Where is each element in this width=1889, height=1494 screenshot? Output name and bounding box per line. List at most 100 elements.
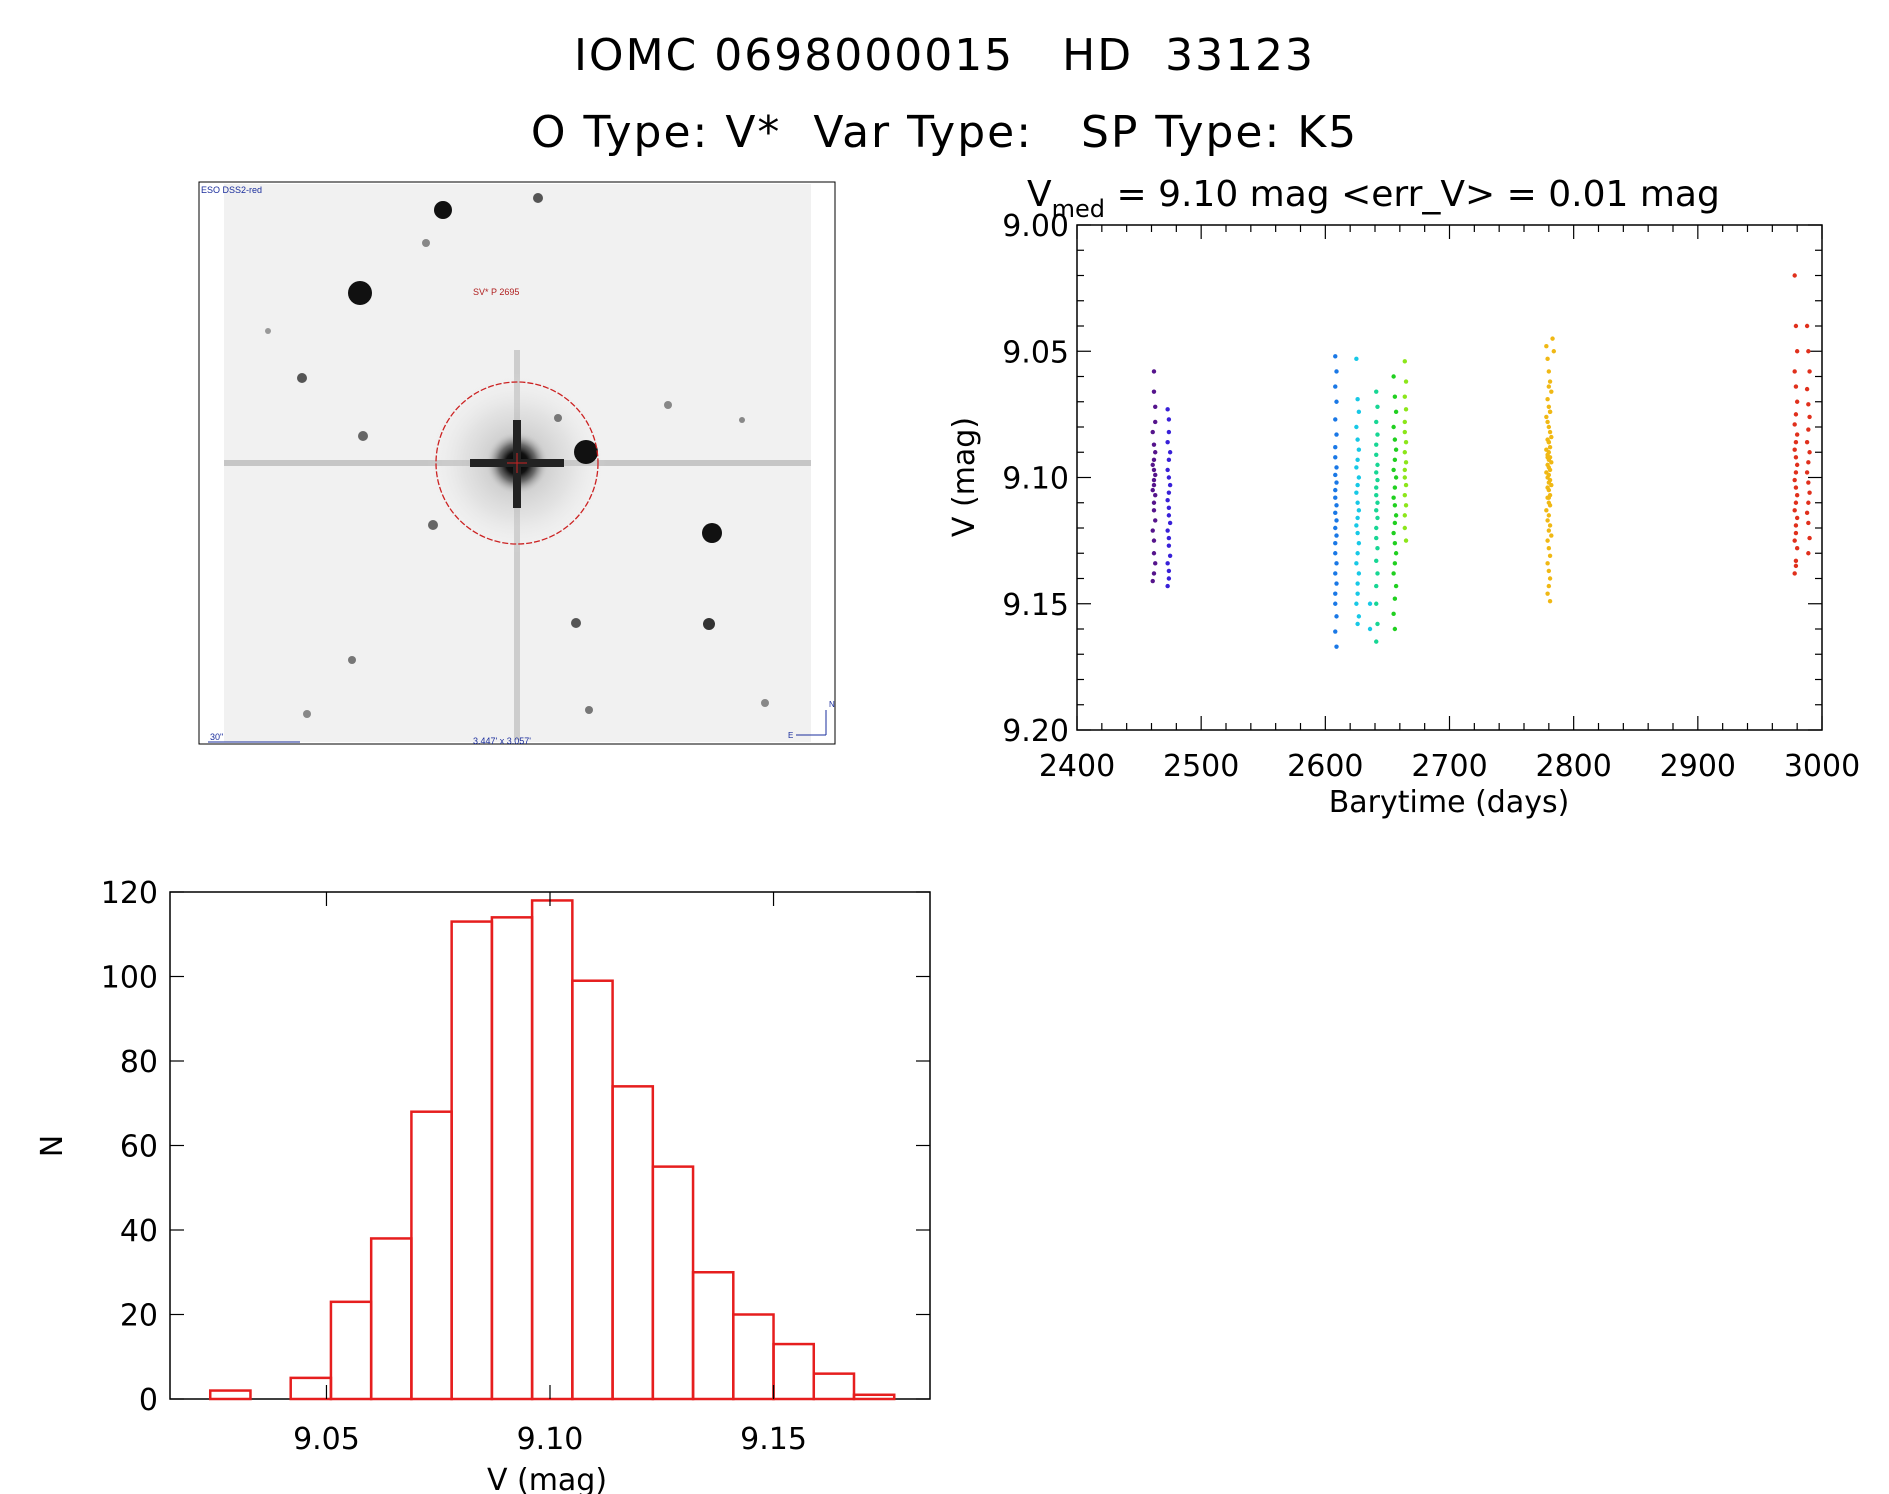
hist-x-tick-label: 9.10 — [517, 1422, 584, 1457]
lc-data-point — [1545, 561, 1550, 566]
lc-data-point — [1334, 432, 1339, 437]
lc-data-point — [1792, 508, 1797, 513]
lc-x-tick-label: 2600 — [1287, 749, 1363, 784]
lc-data-point — [1167, 482, 1173, 488]
lc-data-point — [1804, 510, 1810, 516]
lc-data-point — [1354, 356, 1359, 362]
lc-data-point — [1151, 369, 1157, 374]
field-star — [303, 710, 311, 718]
field-star — [428, 520, 438, 530]
hist-bar — [289, 1376, 333, 1401]
field-star — [533, 193, 543, 203]
lc-data-point — [1374, 442, 1379, 447]
lc-data-point — [1166, 417, 1172, 422]
lc-data-point — [1374, 492, 1379, 498]
lc-data-point — [1793, 455, 1799, 460]
lc-data-point — [1333, 551, 1338, 556]
lc-data-point — [1391, 530, 1396, 536]
lc-data-point — [1333, 629, 1338, 634]
lc-data-point — [1375, 404, 1380, 409]
lc-title-suffix: = 9.10 mag <err_V> = 0.01 mag — [1105, 174, 1720, 215]
lc-data-point — [1333, 591, 1338, 596]
lc-data-point — [1546, 528, 1552, 533]
lc-data-point — [1402, 492, 1408, 498]
lc-data-point — [1794, 546, 1800, 551]
lc-x-tick-label: 2700 — [1411, 749, 1487, 784]
hist-bar — [410, 1110, 453, 1401]
lc-data-point — [1807, 414, 1812, 420]
lc-data-point — [1546, 369, 1552, 374]
lc-data-point — [1392, 485, 1398, 490]
lc-data-point — [1403, 460, 1409, 465]
lc-data-point — [1393, 551, 1399, 556]
lc-data-point — [1393, 447, 1399, 452]
field-star — [348, 281, 372, 305]
lc-data-point — [1374, 452, 1379, 457]
lc-data-point — [1546, 546, 1552, 551]
lc-data-point — [1402, 467, 1408, 473]
lc-data-point — [1550, 336, 1555, 341]
lc-data-point — [1165, 561, 1170, 566]
lc-data-point — [1793, 500, 1799, 505]
lc-data-point — [1793, 384, 1799, 389]
lc-data-point — [1547, 379, 1553, 384]
lc-data-point — [1402, 394, 1408, 399]
lc-data-point — [1153, 561, 1158, 566]
lc-x-tick-label: 2500 — [1163, 749, 1239, 784]
lc-data-point — [1549, 434, 1554, 440]
lc-data-point — [1391, 495, 1396, 500]
hist-bar — [611, 1085, 655, 1401]
lc-data-point — [1392, 561, 1398, 566]
lc-data-point — [1374, 419, 1379, 425]
lc-data-point — [1792, 273, 1797, 278]
lc-x-tick-label: 2400 — [1039, 749, 1115, 784]
lc-data-point — [1549, 533, 1554, 538]
lc-data-point — [1356, 409, 1362, 415]
lc-data-point — [1807, 450, 1812, 455]
lc-data-point — [1403, 407, 1409, 412]
hist-y-tick-label: 120 — [101, 876, 158, 911]
lc-data-point — [1355, 621, 1360, 627]
field-star — [358, 431, 368, 441]
lc-data-point — [1151, 482, 1157, 488]
histogram-chart: 0 20 40 60 80 100 120 9.05 9.10 9.15 V (mag) N — [35, 876, 931, 1494]
lc-data-point — [1391, 611, 1396, 617]
lc-data-point — [1333, 525, 1338, 531]
lc-data-point — [1403, 482, 1409, 488]
lc-data-point — [1354, 424, 1359, 430]
lc-data-point — [1402, 513, 1408, 518]
lc-data-point — [1546, 513, 1552, 518]
lc-data-point — [1807, 535, 1812, 541]
lc-data-point — [1793, 412, 1799, 417]
lc-data-point — [1151, 477, 1157, 483]
lc-data-point — [1393, 513, 1399, 518]
hist-bar — [852, 1393, 896, 1401]
lc-data-point — [1794, 492, 1800, 498]
lc-data-point — [1392, 503, 1398, 508]
lc-data-point — [1545, 419, 1550, 425]
lc-data-point — [1354, 561, 1359, 566]
hist-bar — [732, 1313, 775, 1401]
lc-data-point — [1794, 432, 1800, 437]
lc-data-point — [1334, 503, 1339, 508]
lc-data-point — [1403, 379, 1409, 384]
lc-data-point — [1166, 429, 1172, 435]
lc-data-point — [1392, 437, 1398, 442]
lc-data-point — [1151, 538, 1157, 543]
lc-data-point — [1792, 369, 1797, 374]
lc-y-tick-label: 9.10 — [1002, 462, 1069, 497]
lc-data-point — [1546, 404, 1552, 409]
lc-x-tick-label: 3000 — [1784, 749, 1860, 784]
field-star — [664, 401, 672, 409]
field-star — [703, 618, 715, 630]
light-curve-chart: Vmed = 9.10 mag <err_V> = 0.01 mag 2400 2… — [947, 174, 1860, 820]
lc-ticks: 2400 2500 2600 2700 2800 2900 3000 9.00 9.05 9.10… — [1002, 209, 1860, 784]
lc-data-point — [1391, 424, 1396, 430]
lc-data-point — [1547, 467, 1553, 473]
lc-data-point — [1334, 561, 1339, 566]
lc-y-tick-label: 9.00 — [1002, 209, 1069, 244]
lc-data-point — [1793, 323, 1799, 329]
lc-data-point — [1393, 409, 1399, 415]
header-title-line1: IOMC 0698000015 HD 33123 — [573, 30, 1316, 81]
lc-data-point — [1333, 571, 1338, 576]
